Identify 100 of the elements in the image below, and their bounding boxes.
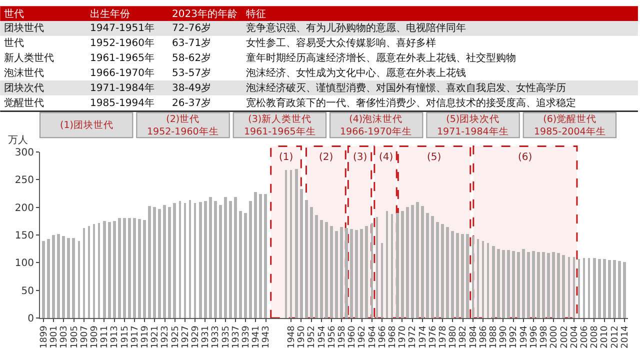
y-tick-label: 150	[14, 230, 34, 242]
x-tick-label: 1937	[231, 326, 242, 349]
x-tick-label: 1925	[170, 326, 181, 349]
x-tick-label: 1970	[398, 325, 408, 349]
text: (5)团块次代 1971-1984年生	[437, 113, 509, 138]
bar	[179, 201, 181, 318]
bar	[168, 207, 171, 318]
bar	[83, 228, 85, 318]
bar	[396, 213, 399, 318]
bar	[224, 197, 227, 318]
bar	[158, 209, 161, 318]
text: 53-57岁	[172, 67, 212, 79]
text: 团块次代	[4, 82, 44, 94]
bar	[138, 219, 141, 318]
y-tick-label: 300	[14, 148, 34, 158]
bar	[406, 207, 409, 318]
x-tick-label: 1978	[438, 325, 449, 349]
bar	[482, 241, 484, 318]
x-tick-label: 1984	[468, 325, 479, 349]
bar	[128, 218, 131, 318]
bar	[603, 259, 606, 318]
bar	[608, 260, 611, 318]
bar	[360, 229, 363, 318]
text: 世代	[4, 8, 24, 20]
text: 1947-1951年	[90, 22, 155, 34]
x-tick-label: 2000	[550, 325, 560, 349]
bar	[350, 229, 353, 318]
bar	[103, 221, 106, 318]
bar	[492, 246, 495, 318]
band-label: (5)	[427, 152, 442, 163]
band-label: (4)	[379, 152, 394, 163]
x-tick-label: 1921	[150, 326, 161, 349]
x-tick-label: 1990	[499, 325, 510, 349]
text: 泡沫经济破灭、谨慎型消费、对国外有憧憬、喜欢自我启发、女性高学历	[246, 82, 566, 94]
x-tick-label: 1933	[211, 326, 222, 349]
x-tick-label: 1939	[242, 325, 252, 349]
x-tick-label: 1980	[448, 325, 459, 349]
bar	[386, 211, 388, 318]
bar	[88, 226, 90, 318]
bar	[497, 249, 500, 318]
x-tick-label: 1998	[540, 325, 550, 349]
x-tick-label: 2008	[590, 325, 600, 349]
text: (2)世代 1952-1960年生	[147, 113, 219, 138]
bar	[426, 213, 429, 318]
bar	[335, 231, 338, 318]
x-tick-label: 1964	[368, 325, 378, 349]
x-tick-label: 1919	[140, 325, 150, 349]
bar	[199, 202, 202, 318]
bar	[300, 189, 303, 318]
bar	[487, 243, 489, 318]
bar	[244, 213, 247, 318]
x-tick-label: 1974	[418, 325, 428, 349]
bar	[522, 249, 525, 318]
bar	[598, 259, 601, 318]
text: 团块世代	[4, 22, 44, 34]
text: (3)新人类世代 1961-1965年生	[244, 113, 316, 138]
band-label: (6)	[518, 152, 532, 163]
bar	[320, 220, 323, 318]
bar	[376, 217, 378, 318]
bar	[446, 227, 449, 318]
bar	[568, 257, 570, 318]
bar	[234, 197, 237, 318]
x-tick-label: 1976	[428, 325, 438, 349]
bar	[502, 250, 505, 318]
bar	[466, 234, 469, 318]
text: 58-62岁	[172, 52, 212, 64]
x-tick-label: 1943	[262, 326, 272, 349]
text: (4)泡沫世代 1966-1970年生	[340, 113, 412, 138]
bar	[456, 233, 459, 318]
bar	[401, 211, 404, 318]
bar	[391, 214, 393, 318]
bar	[290, 170, 292, 318]
x-tick-label: 2002	[560, 326, 570, 349]
bar	[441, 224, 444, 318]
x-tick-label: 2014	[620, 325, 630, 349]
x-tick-label: 1992	[509, 326, 520, 349]
text: 38-49岁	[172, 82, 212, 94]
x-tick-label: 1907	[80, 326, 90, 349]
bar	[461, 234, 464, 318]
text: 72-76岁	[172, 22, 212, 34]
bar	[562, 255, 565, 318]
band-label: (1)	[279, 152, 294, 163]
text: 新人类世代	[4, 52, 54, 64]
x-tick-label: 1903	[60, 326, 70, 349]
bar	[623, 262, 626, 318]
bar	[371, 223, 373, 318]
bar	[365, 226, 368, 318]
bar	[148, 206, 151, 318]
x-tick-label: 1966	[378, 325, 388, 349]
y-tick-label: 100	[14, 258, 34, 270]
text: 63-71岁	[172, 37, 212, 49]
bar	[583, 258, 585, 318]
text: 1971-1984年	[90, 82, 155, 94]
x-tick-label: 2006	[580, 325, 590, 349]
text: 泡沫经济、女性成为文化中心、愿意在外表上花钱	[246, 67, 466, 79]
x-tick-label: 2012	[610, 326, 620, 349]
bar	[78, 241, 80, 318]
bar	[57, 234, 60, 318]
bar	[143, 220, 146, 318]
bar	[98, 223, 100, 318]
